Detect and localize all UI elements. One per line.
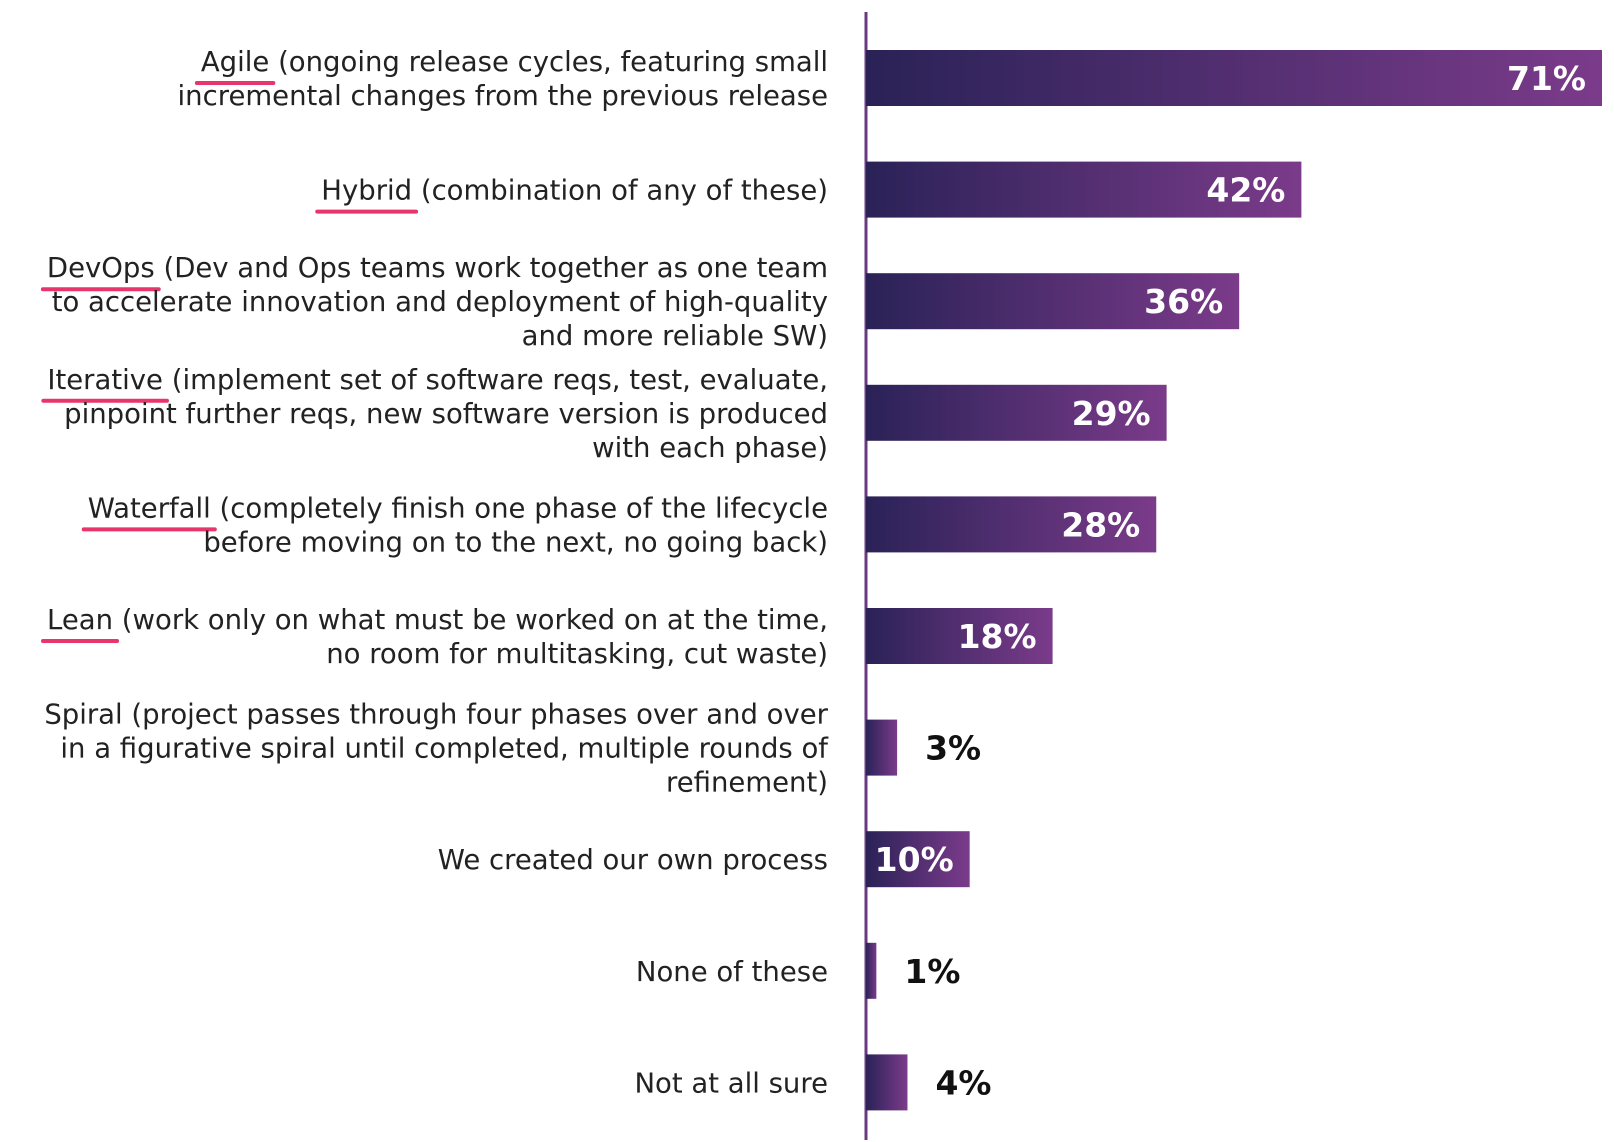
value-label-4: 29% xyxy=(1072,394,1151,433)
category-label-2-line-1: Hybrid (combination of any of these) xyxy=(321,175,828,207)
category-label-1-line-2: incremental changes from the previous re… xyxy=(178,80,828,112)
bar-7 xyxy=(866,720,897,776)
category-name-6: Lean xyxy=(47,604,113,636)
value-label-10: 4% xyxy=(935,1063,991,1102)
category-label-3-line-3: and more reliable SW) xyxy=(522,320,828,352)
category-name-1: Agile xyxy=(201,46,269,78)
category-label-4-line-2: pinpoint further reqs, new software vers… xyxy=(64,398,828,430)
value-label-1: 71% xyxy=(1507,59,1586,98)
category-label-4-line-3: with each phase) xyxy=(592,432,828,464)
bar-9 xyxy=(866,943,876,999)
category-label-4-line-1: Iterative (implement set of software req… xyxy=(47,364,828,396)
category-label-5-line-2: before moving on to the next, no going b… xyxy=(203,526,828,558)
category-label-7-line-3: refinement) xyxy=(666,767,828,799)
bar-10 xyxy=(866,1054,907,1110)
category-label-10-line-1: Not at all sure xyxy=(634,1067,828,1099)
category-label-6-line-2: no room for multitasking, cut waste) xyxy=(326,638,828,670)
category-label-5-line-1: Waterfall (completely finish one phase o… xyxy=(88,492,828,524)
category-name-5: Waterfall xyxy=(88,492,211,524)
category-label-8-line-1: We created our own process xyxy=(438,844,828,876)
value-label-7: 3% xyxy=(925,729,981,768)
value-label-2: 42% xyxy=(1206,171,1285,210)
category-name-4: Iterative xyxy=(47,364,163,396)
category-label-9-line-1: None of these xyxy=(636,956,828,988)
category-label-1-line-1: Agile (ongoing release cycles, featuring… xyxy=(201,46,828,78)
value-label-3: 36% xyxy=(1144,282,1223,321)
value-label-9: 1% xyxy=(904,952,960,991)
category-label-7-line-1: Spiral (project passes through four phas… xyxy=(44,699,828,731)
category-name-2: Hybrid xyxy=(321,175,412,207)
bar-1 xyxy=(866,50,1602,106)
category-label-3-line-2: to accelerate innovation and deployment … xyxy=(52,286,828,318)
category-label-3-line-1: DevOps (Dev and Ops teams work together … xyxy=(47,252,828,284)
value-label-6: 18% xyxy=(958,617,1037,656)
category-name-3: DevOps xyxy=(47,252,155,284)
category-label-6-line-1: Lean (work only on what must be worked o… xyxy=(47,604,828,636)
value-label-8: 10% xyxy=(875,840,954,879)
category-label-7-line-2: in a figurative spiral until completed, … xyxy=(60,733,829,765)
value-label-5: 28% xyxy=(1061,505,1140,544)
